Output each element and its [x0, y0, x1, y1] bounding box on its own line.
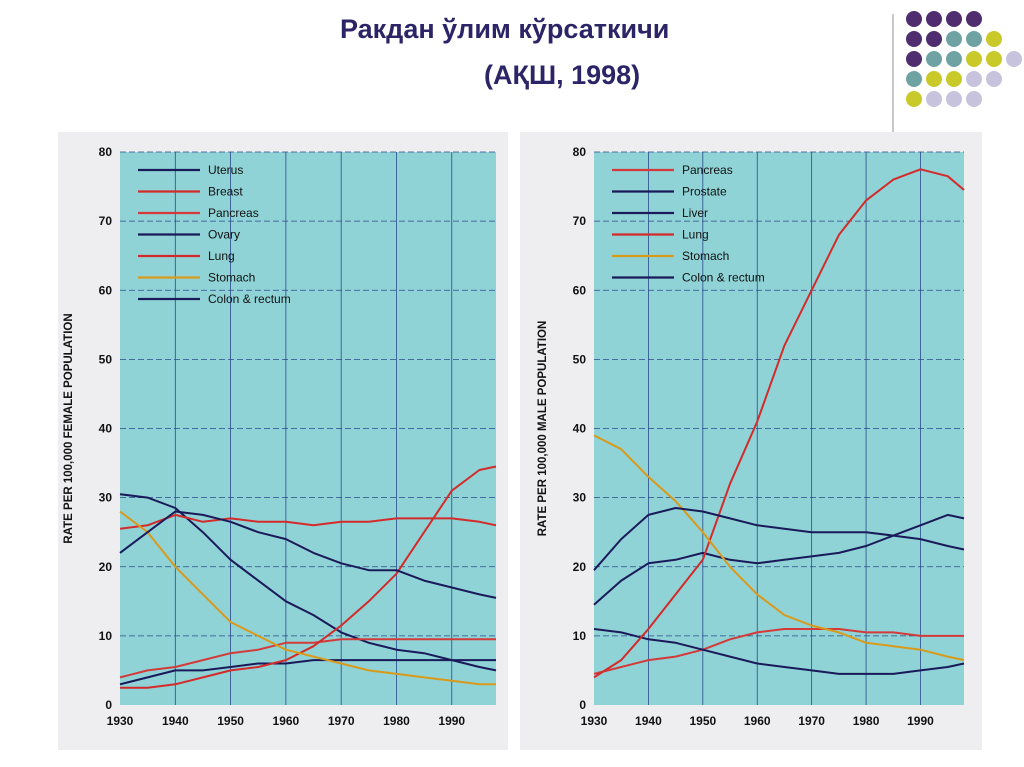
slide-title: Ракдан ўлим кўрсаткичи: [340, 14, 670, 44]
decorative-dot: [906, 51, 922, 67]
series-line-breast: [119, 513, 497, 530]
series-line-prostate: [593, 513, 965, 606]
series-line-ovary: [119, 659, 496, 686]
legend-label: Pancreas: [208, 206, 259, 220]
decorative-dot: [946, 31, 962, 47]
decorative-dot: [906, 91, 922, 107]
decorative-dot: [986, 31, 1002, 47]
x-tick-label: 1980: [383, 714, 410, 728]
x-tick-label: 1930: [581, 714, 608, 728]
y-tick-label: 30: [573, 491, 587, 505]
female-chart-panel: 0 10 20 30 40 50 60 70 80 1930 1940 1950 1960 1970 198…: [58, 132, 508, 750]
y-tick-label: 40: [573, 422, 587, 436]
series-line-lung: [593, 168, 965, 679]
series-line-stomach: [119, 510, 496, 686]
decorative-dot: [946, 71, 962, 87]
x-tick-label: 1960: [744, 714, 771, 728]
decorative-dot: [926, 11, 942, 27]
decorative-dot: [926, 31, 942, 47]
y-tick-label: 10: [99, 629, 113, 643]
x-tick-label: 1980: [853, 714, 880, 728]
y-tick-label: 40: [99, 422, 113, 436]
legend-label: Lung: [682, 228, 709, 242]
legend-label: Uterus: [208, 163, 243, 177]
decorative-dot: [906, 11, 922, 27]
decorative-dot: [926, 71, 942, 87]
legend-label: Lung: [208, 249, 235, 263]
series-line-colon-rectum: [119, 510, 497, 599]
legend-label: Pancreas: [682, 163, 733, 177]
x-tick-label: 1940: [635, 714, 662, 728]
y-tick-label: 0: [579, 698, 586, 712]
decorative-divider: [892, 14, 894, 132]
legend-label: Colon & rectum: [682, 271, 765, 285]
decorative-dot-grid: [906, 11, 1022, 107]
series-line-colon-rectum: [593, 507, 965, 571]
male-mortality-chart: 0 10 20 30 40 50 60 70 80 1930 1940 1950 1960 1970 198…: [537, 145, 965, 728]
y-tick-label: 80: [573, 145, 587, 159]
slide-subtitle: (АҚШ, 1998): [484, 60, 641, 90]
y-tick-label: 60: [99, 283, 113, 297]
x-tick-label: 1990: [907, 714, 934, 728]
series-line-lung: [120, 465, 497, 689]
legend-label: Prostate: [682, 185, 727, 199]
x-tick-label: 1990: [438, 714, 465, 728]
y-tick-label: 0: [105, 698, 112, 712]
x-tick-label: 1940: [162, 714, 189, 728]
legend-label: Stomach: [208, 271, 255, 285]
legend-label: Ovary: [208, 228, 240, 242]
decorative-dot: [946, 51, 962, 67]
legend-label: Liver: [682, 206, 708, 220]
series-line-liver: [593, 628, 965, 675]
y-axis-label: RATE PER 100,000 MALE POPULATION: [537, 321, 549, 537]
legend-label: Colon & rectum: [208, 292, 291, 306]
series-line-pancreas: [593, 628, 964, 675]
y-tick-label: 60: [573, 283, 587, 297]
x-tick-label: 1970: [328, 714, 355, 728]
x-tick-label: 1960: [273, 714, 300, 728]
decorative-dot: [1006, 51, 1022, 67]
y-tick-label: 20: [573, 560, 587, 574]
legend-label: Breast: [208, 185, 243, 199]
y-tick-label: 30: [99, 491, 113, 505]
x-tick-label: 1950: [689, 714, 716, 728]
decorative-dot: [926, 51, 942, 67]
decorative-dot: [906, 31, 922, 47]
male-chart-panel: 0 10 20 30 40 50 60 70 80 1930 1940 1950 1960 1970 198…: [520, 132, 982, 750]
series-line-stomach: [593, 434, 965, 662]
decorative-dot: [926, 91, 942, 107]
series-line-pancreas: [119, 638, 496, 679]
decorative-dot: [966, 71, 982, 87]
legend-label: Stomach: [682, 249, 729, 263]
y-tick-label: 10: [573, 629, 587, 643]
female-mortality-chart: 0 10 20 30 40 50 60 70 80 1930 1940 1950 1960 1970 198…: [63, 145, 497, 728]
x-tick-label: 1970: [798, 714, 825, 728]
y-axis-label: RATE PER 100,000 FEMALE POPULATION: [63, 313, 75, 543]
y-tick-label: 20: [99, 560, 113, 574]
y-tick-label: 70: [99, 214, 113, 228]
decorative-dot: [946, 11, 962, 27]
x-tick-label: 1950: [217, 714, 244, 728]
decorative-dot: [966, 51, 982, 67]
decorative-dot: [946, 91, 962, 107]
x-tick-label: 1930: [107, 714, 134, 728]
decorative-dot: [966, 31, 982, 47]
y-tick-label: 70: [573, 214, 587, 228]
decorative-dot: [986, 71, 1002, 87]
series-line-uterus: [119, 493, 497, 672]
decorative-dot: [986, 51, 1002, 67]
y-tick-label: 50: [573, 352, 587, 366]
decorative-dot: [966, 11, 982, 27]
y-tick-label: 80: [99, 145, 113, 159]
y-tick-label: 50: [99, 352, 113, 366]
decorative-dot: [906, 71, 922, 87]
decorative-dot: [966, 91, 982, 107]
